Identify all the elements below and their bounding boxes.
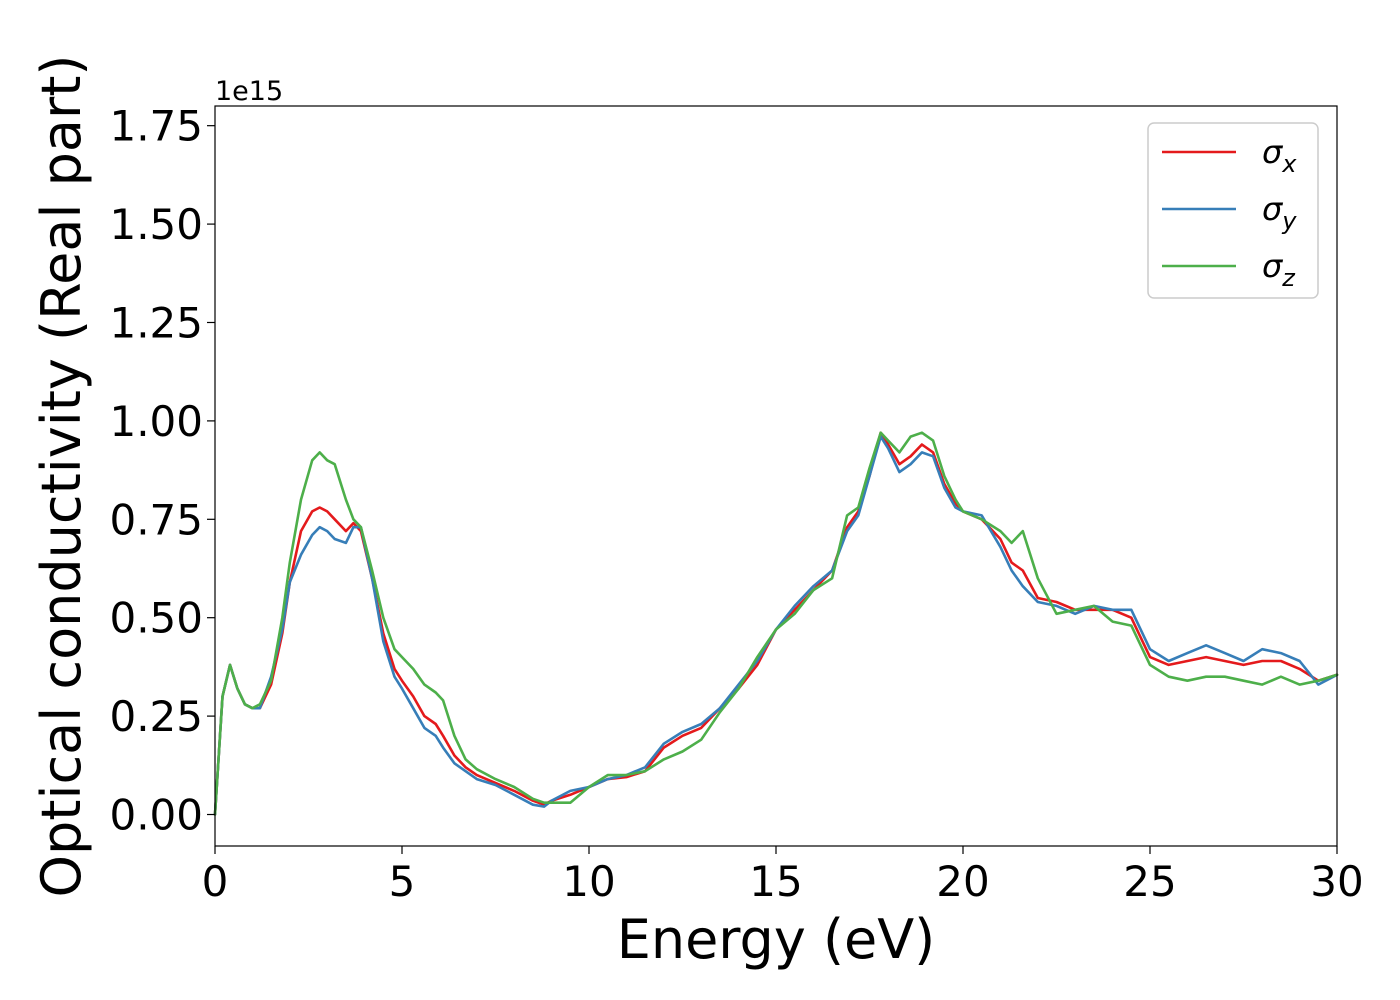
y-tick-label: 1.25 bbox=[109, 298, 203, 347]
y-tick-label: 0.25 bbox=[109, 692, 203, 741]
y-offset-label: 1e15 bbox=[215, 76, 283, 107]
x-tick-label: 15 bbox=[749, 857, 802, 906]
series-line-2 bbox=[213, 435, 1339, 816]
y-tick-label: 0.75 bbox=[109, 495, 203, 544]
x-tick-label: 0 bbox=[202, 857, 229, 906]
x-axis-ticks: 0 5 10 15 20 25 30 bbox=[202, 846, 1364, 906]
y-axis-ticks: 0.00 0.25 0.50 0.75 1.00 1.25 1.50 1.75 bbox=[109, 102, 215, 840]
x-tick-label: 30 bbox=[1310, 857, 1363, 906]
y-tick-label: 0.00 bbox=[109, 791, 203, 840]
y-tick-label: 1.75 bbox=[109, 102, 203, 151]
x-tick-label: 10 bbox=[562, 857, 615, 906]
series-layer bbox=[213, 431, 1339, 816]
y-tick-label: 1.50 bbox=[109, 200, 203, 249]
series-line-3 bbox=[213, 431, 1339, 816]
y-tick-label: 1.00 bbox=[109, 397, 203, 446]
y-tick-label: 0.50 bbox=[109, 594, 203, 643]
y-axis-label: Optical conductivity (Real part) bbox=[30, 55, 93, 898]
x-tick-label: 20 bbox=[936, 857, 989, 906]
x-tick-label: 5 bbox=[389, 857, 416, 906]
legend-label-3: σz bbox=[1262, 247, 1296, 292]
x-tick-label: 25 bbox=[1123, 857, 1176, 906]
x-axis-label: Energy (eV) bbox=[617, 908, 936, 971]
legend-box bbox=[1147, 122, 1319, 299]
